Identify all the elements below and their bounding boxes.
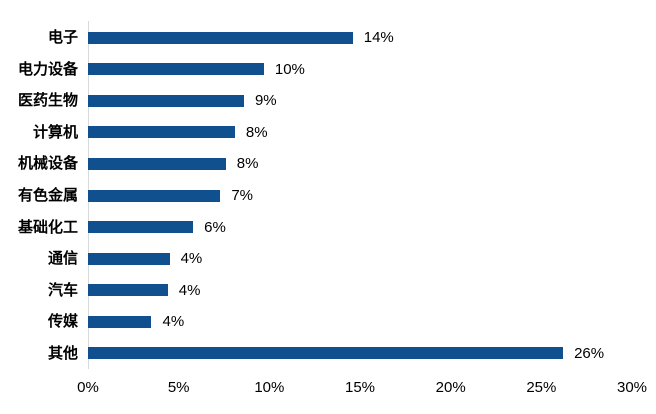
category-label: 传媒 bbox=[47, 313, 78, 331]
plot-area: 电子 14% 电力设备 10% 医药生物 9% 计算机 8% 机械设备 8% 有色金属 7% 基础化工 6… bbox=[0, 22, 656, 369]
category-label: 有色金属 bbox=[17, 187, 78, 204]
bar-row: 计算机 8% bbox=[0, 117, 656, 149]
category-label: 基础化工 bbox=[17, 218, 78, 236]
bar-row: 机械设备 8% bbox=[0, 148, 656, 180]
bar bbox=[88, 157, 226, 170]
bar-row: 有色金属 7% bbox=[0, 180, 656, 212]
category-label: 通信 bbox=[47, 250, 78, 268]
x-axis-tick-label: 30% bbox=[616, 379, 648, 396]
bar bbox=[88, 221, 194, 234]
bar bbox=[88, 347, 564, 360]
category-label: 计算机 bbox=[32, 123, 78, 141]
bar-row: 传媒 4% bbox=[0, 306, 656, 338]
bar-row: 其他 26% bbox=[0, 337, 656, 369]
bar-track: 8% bbox=[88, 156, 632, 171]
category-label: 电力设备 bbox=[17, 60, 78, 78]
bar-row: 电力设备 10% bbox=[0, 54, 656, 86]
bar bbox=[88, 31, 353, 44]
bar-row: 电子 14% bbox=[0, 22, 656, 54]
x-axis-tick-label: 10% bbox=[254, 379, 285, 396]
bar-track: 4% bbox=[88, 251, 632, 266]
category-label: 机械设备 bbox=[17, 155, 78, 173]
x-axis-tick-label: 0% bbox=[77, 379, 99, 396]
value-label: 8% bbox=[245, 123, 268, 141]
bar bbox=[88, 284, 168, 297]
value-label: 4% bbox=[178, 281, 201, 299]
bar bbox=[88, 63, 264, 76]
category-label: 电子 bbox=[47, 29, 78, 47]
value-label: 4% bbox=[180, 250, 203, 268]
x-axis-tick-label: 20% bbox=[435, 379, 466, 396]
value-label: 10% bbox=[274, 60, 305, 78]
value-label: 14% bbox=[363, 29, 394, 47]
bar bbox=[88, 315, 152, 328]
bar-track: 4% bbox=[88, 283, 632, 298]
bar bbox=[88, 252, 170, 265]
bar-track: 6% bbox=[88, 220, 632, 235]
bar-track: 8% bbox=[88, 125, 632, 140]
category-label: 其他 bbox=[47, 344, 78, 362]
bar-track: 9% bbox=[88, 93, 632, 108]
bar bbox=[88, 94, 244, 107]
value-label: 4% bbox=[162, 313, 185, 331]
value-label: 26% bbox=[574, 344, 605, 362]
bar-track: 4% bbox=[88, 314, 632, 329]
bar bbox=[88, 126, 235, 139]
x-axis-tick-label: 15% bbox=[344, 379, 376, 396]
x-axis-tick-label: 5% bbox=[167, 379, 190, 396]
bar-track: 10% bbox=[88, 62, 632, 77]
value-label: 9% bbox=[254, 92, 277, 110]
bar-track: 26% bbox=[88, 346, 632, 361]
category-label: 汽车 bbox=[47, 281, 78, 299]
category-label: 医药生物 bbox=[17, 92, 78, 110]
bar-row: 医药生物 9% bbox=[0, 85, 656, 117]
bar-row: 汽车 4% bbox=[0, 274, 656, 306]
bar-row: 通信 4% bbox=[0, 243, 656, 275]
value-label: 8% bbox=[236, 155, 259, 173]
bar bbox=[88, 189, 221, 202]
bar-row: 基础化工 6% bbox=[0, 211, 656, 243]
x-axis: 0% 5% 10% 15% 20% 25% 30% bbox=[0, 379, 656, 400]
bar-track: 14% bbox=[88, 30, 632, 45]
value-label: 6% bbox=[204, 218, 226, 236]
bar-track: 7% bbox=[88, 188, 632, 203]
x-axis-tick-label: 25% bbox=[526, 379, 557, 396]
value-label: 7% bbox=[231, 187, 254, 204]
